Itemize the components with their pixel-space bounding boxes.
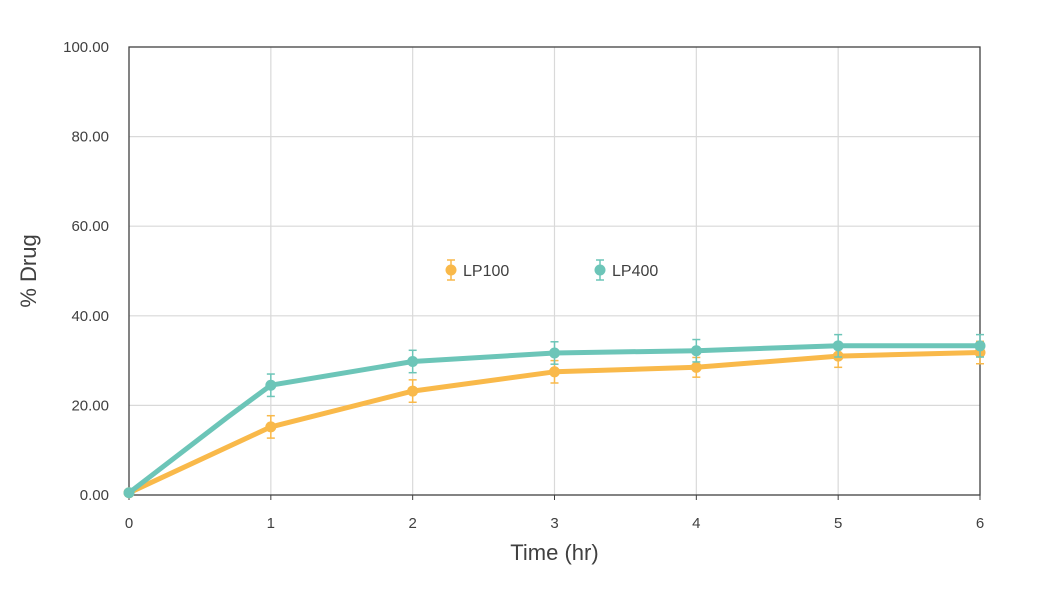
x-tick-label: 6 [976, 515, 984, 532]
x-tick-label: 0 [125, 515, 133, 532]
data-point [832, 340, 844, 352]
x-tick-label: 1 [267, 515, 275, 532]
tick-labels: 0.00 20.00 40.00 60.00 80.00 100.00 0 1 2 3 4 5 6 [63, 39, 984, 532]
data-point [549, 347, 560, 359]
x-tick-label: 5 [834, 515, 842, 532]
plot-area-border [128, 46, 981, 496]
y-axis-title: % Drug [16, 234, 41, 307]
x-tick-label: 2 [408, 515, 416, 532]
y-tick-label: 20.00 [71, 397, 109, 414]
y-tick-label: 40.00 [71, 308, 109, 325]
data-point [549, 366, 560, 378]
legend-item-LP100: LP100 [445, 259, 509, 281]
data-point [265, 421, 277, 433]
legend: LP100 LP400 [445, 259, 658, 281]
legend-item-LP400: LP400 [594, 259, 658, 281]
grid [129, 47, 980, 495]
y-tick-label: 80.00 [71, 129, 109, 146]
y-tick-label: 100.00 [63, 39, 109, 56]
data-point [123, 487, 135, 499]
data-point [974, 340, 986, 352]
legend-label: LP100 [463, 263, 509, 280]
series-LP400 [123, 333, 986, 499]
plot-frame [128, 46, 981, 500]
y-tick-label: 60.00 [71, 218, 109, 235]
series-group [123, 333, 986, 499]
data-point [690, 361, 702, 373]
data-point [690, 345, 702, 357]
legend-label: LP400 [612, 263, 658, 280]
y-tick-label: 0.00 [80, 487, 109, 504]
data-point [407, 355, 419, 367]
legend-marker [594, 264, 606, 276]
data-point [407, 385, 419, 397]
x-tick-label: 3 [550, 515, 558, 532]
series-line [126, 343, 983, 496]
data-point [265, 379, 277, 391]
x-axis-title: Time (hr) [510, 540, 598, 565]
x-tick-label: 4 [692, 515, 700, 532]
legend-marker [445, 264, 457, 276]
